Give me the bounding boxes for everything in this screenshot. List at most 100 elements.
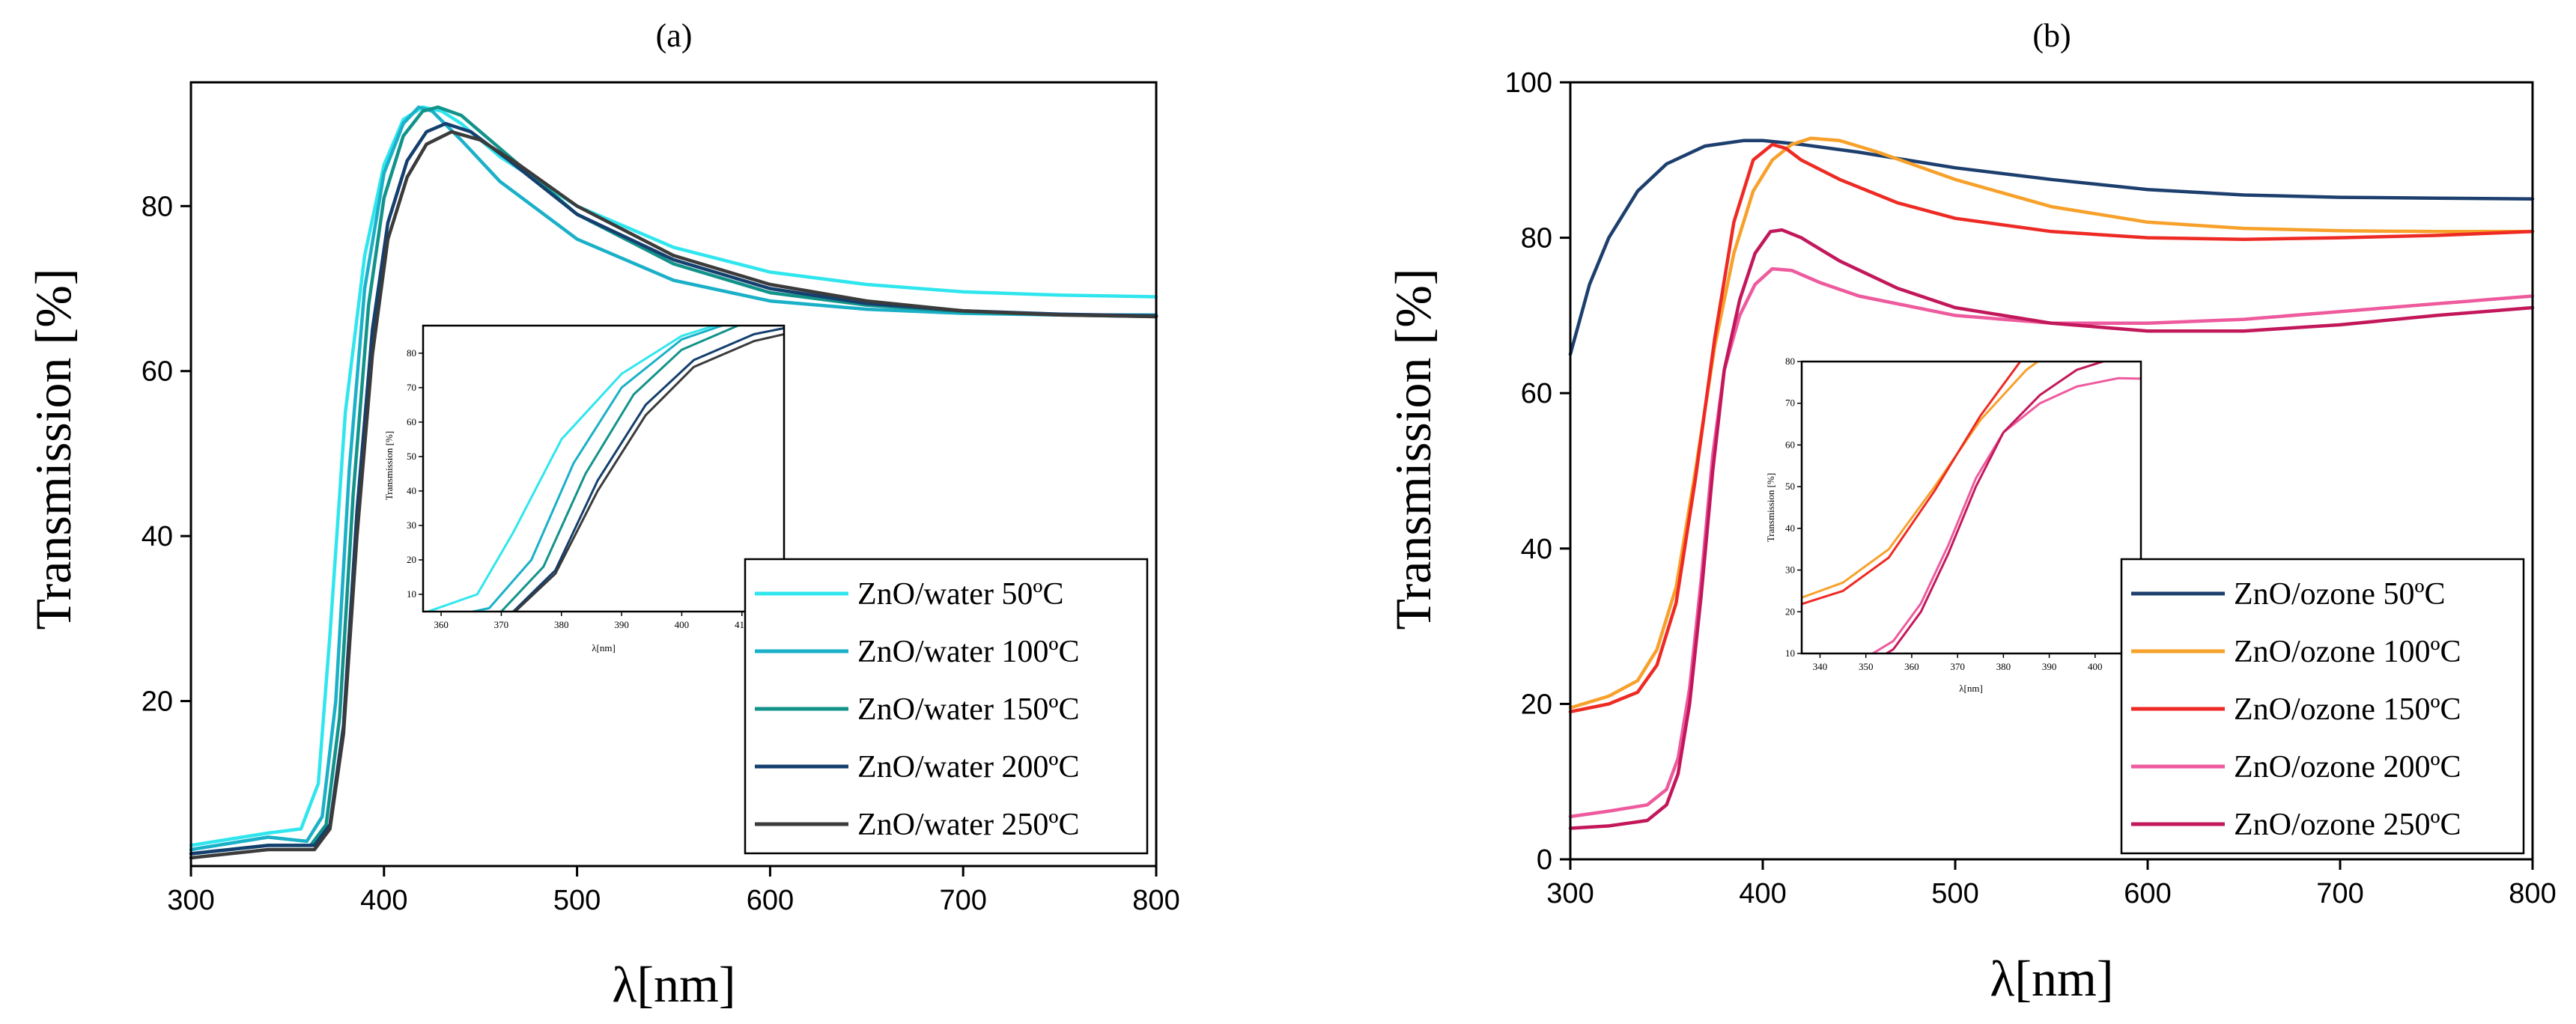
- inset-x-tick-label: 370: [1950, 661, 1965, 672]
- panel-b-inset: Transmission [%] λ[nm] 340 350 360 370 380 39…: [1765, 356, 2142, 694]
- y-tick-label: 100: [1505, 67, 1552, 99]
- x-tick-label: 300: [1546, 878, 1594, 909]
- inset-x-tick-label: 370: [494, 619, 509, 630]
- series-line-1: [1568, 138, 2535, 356]
- inset-y-tick-label: 20: [1785, 606, 1795, 617]
- y-tick-label: 60: [1521, 378, 1552, 409]
- inset-y-tick-label: 50: [1785, 481, 1795, 492]
- inset-y-tick-label: 80: [407, 347, 416, 359]
- x-tick-label: 700: [939, 885, 986, 916]
- y-tick-label: 80: [1521, 223, 1552, 255]
- inset-x-tick-label: 390: [614, 619, 629, 630]
- inset-x-tick-label: 400: [2088, 661, 2103, 672]
- panel-b-inset-background: [1802, 362, 2141, 653]
- x-tick-label: 500: [553, 885, 601, 916]
- inset-y-tick-label: 30: [407, 519, 416, 531]
- inset-y-tick-label: 80: [1785, 356, 1795, 367]
- panel-a-ticks: 300 400 500 600 700 800 20 40 60 80: [142, 191, 1180, 916]
- series-line-5: [1568, 228, 2535, 830]
- series-line-3: [1568, 142, 2535, 714]
- panel-a-inset-series-group: [425, 326, 784, 612]
- legend-label: ZnO/water 50ºC: [857, 577, 1063, 612]
- inset-series-line-5: [513, 332, 784, 612]
- inset-y-tick-label: 60: [407, 416, 416, 427]
- inset-series-line-2: [1802, 362, 2040, 599]
- inset-series-line-4: [506, 326, 784, 612]
- inset-y-tick-label: 50: [407, 451, 416, 462]
- panel-b-legend: ZnO/ozone 50ºC ZnO/ozone 100ºC ZnO/ozone…: [2120, 558, 2525, 855]
- panel-b: (b) Transmission [%] λ[nm] 300 400 500 600 7…: [1385, 17, 2557, 1007]
- panel-b-legend-box: [2120, 558, 2525, 855]
- legend-item: ZnO/water 200ºC: [755, 750, 1079, 784]
- panel-b-plot-frame: [1569, 81, 2534, 861]
- inset-y-tick-label: 40: [407, 485, 416, 496]
- inset-clip-group: [1802, 362, 2141, 653]
- panel-a-inset-y-title: Transmission [%]: [383, 431, 395, 500]
- y-tick-label: 20: [142, 686, 173, 718]
- inset-x-tick-label: 360: [434, 619, 449, 630]
- legend-item: ZnO/ozone 200ºC: [2131, 750, 2461, 784]
- panel-b-series-group: [1568, 136, 2535, 830]
- panel-b-ticks: 300 400 500 600 700 800 0 20 40 60 80 100: [1505, 67, 2557, 909]
- panel-a-legend-box: [744, 558, 1149, 855]
- legend-item: ZnO/ozone 150ºC: [2131, 692, 2461, 727]
- panel-a-legend: ZnO/water 50ºC ZnO/water 100ºC ZnO/water…: [744, 558, 1149, 855]
- panel-a-inset-background: [423, 326, 784, 612]
- inset-series-line-2: [467, 326, 726, 612]
- inset-y-tick-label: 10: [407, 588, 416, 600]
- legend-label: ZnO/ozone 250ºC: [2234, 808, 2461, 842]
- inset-y-tick-label: 70: [1785, 397, 1795, 409]
- inset-x-tick-label: 350: [1859, 661, 1874, 672]
- legend-item: ZnO/ozone 100ºC: [2131, 635, 2461, 669]
- legend-label: ZnO/water 200ºC: [857, 750, 1079, 784]
- inset-y-tick-label: 60: [1785, 439, 1795, 450]
- inset-x-tick-label: 360: [1904, 661, 1919, 672]
- y-tick-label: 40: [142, 521, 173, 552]
- panel-a-y-axis-title: Transmission [%]: [25, 269, 82, 630]
- panel-b-inset-series-group: [1802, 362, 2141, 653]
- panel-b-inset-y-title: Transmission [%]: [1765, 473, 1776, 542]
- inset-x-tick-label: 390: [2042, 661, 2057, 672]
- panel-b-x-axis-title: λ[nm]: [1990, 950, 2113, 1007]
- legend-label: ZnO/water 100ºC: [857, 635, 1079, 669]
- legend-label: ZnO/ozone 100ºC: [2234, 635, 2461, 669]
- x-tick-label: 800: [2509, 878, 2556, 909]
- y-tick-label: 40: [1521, 534, 1552, 565]
- series-line-5: [189, 129, 1158, 860]
- legend-label: ZnO/water 250ºC: [857, 808, 1079, 842]
- legend-item: ZnO/water 250ºC: [755, 808, 1079, 842]
- legend-item: ZnO/ozone 50ºC: [2131, 577, 2445, 612]
- panel-a-inset: Transmission [%] λ[nm] 360 370 380 390 400 41…: [383, 324, 786, 653]
- x-tick-label: 300: [167, 885, 214, 916]
- inset-series-line-1: [425, 326, 719, 612]
- inset-x-tick-label: 400: [675, 619, 690, 630]
- legend-label: ZnO/ozone 150ºC: [2234, 692, 2461, 727]
- x-tick-label: 600: [747, 885, 794, 916]
- inset-y-tick-label: 30: [1785, 564, 1795, 576]
- panel-a-x-axis-title: λ[nm]: [612, 956, 735, 1013]
- x-tick-label: 600: [2124, 878, 2171, 909]
- x-tick-label: 500: [1931, 878, 1978, 909]
- inset-x-tick-label: 380: [1996, 661, 2011, 672]
- panel-b-inset-frame: [1800, 360, 2142, 655]
- inset-y-tick-label: 20: [407, 554, 416, 565]
- panel-b-inset-x-title: λ[nm]: [1959, 683, 1983, 694]
- panel-a-title: (a): [656, 17, 693, 54]
- y-tick-label: 60: [142, 356, 173, 388]
- inset-series-line-3: [494, 326, 741, 612]
- x-tick-label: 400: [360, 885, 407, 916]
- x-tick-label: 400: [1739, 878, 1786, 909]
- x-tick-label: 800: [1132, 885, 1179, 916]
- series-line-3: [189, 105, 1158, 856]
- inset-y-tick-label: 70: [407, 382, 416, 393]
- inset-series-line-3: [1802, 362, 2022, 606]
- panel-a-inset-frame: [422, 324, 786, 613]
- legend-item: ZnO/water 50ºC: [755, 577, 1063, 612]
- legend-item: ZnO/water 100ºC: [755, 635, 1079, 669]
- legend-label: ZnO/ozone 50ºC: [2234, 577, 2445, 612]
- inset-x-tick-label: 340: [1813, 661, 1828, 672]
- legend-item: ZnO/ozone 250ºC: [2131, 808, 2461, 842]
- series-line-2: [1568, 136, 2535, 710]
